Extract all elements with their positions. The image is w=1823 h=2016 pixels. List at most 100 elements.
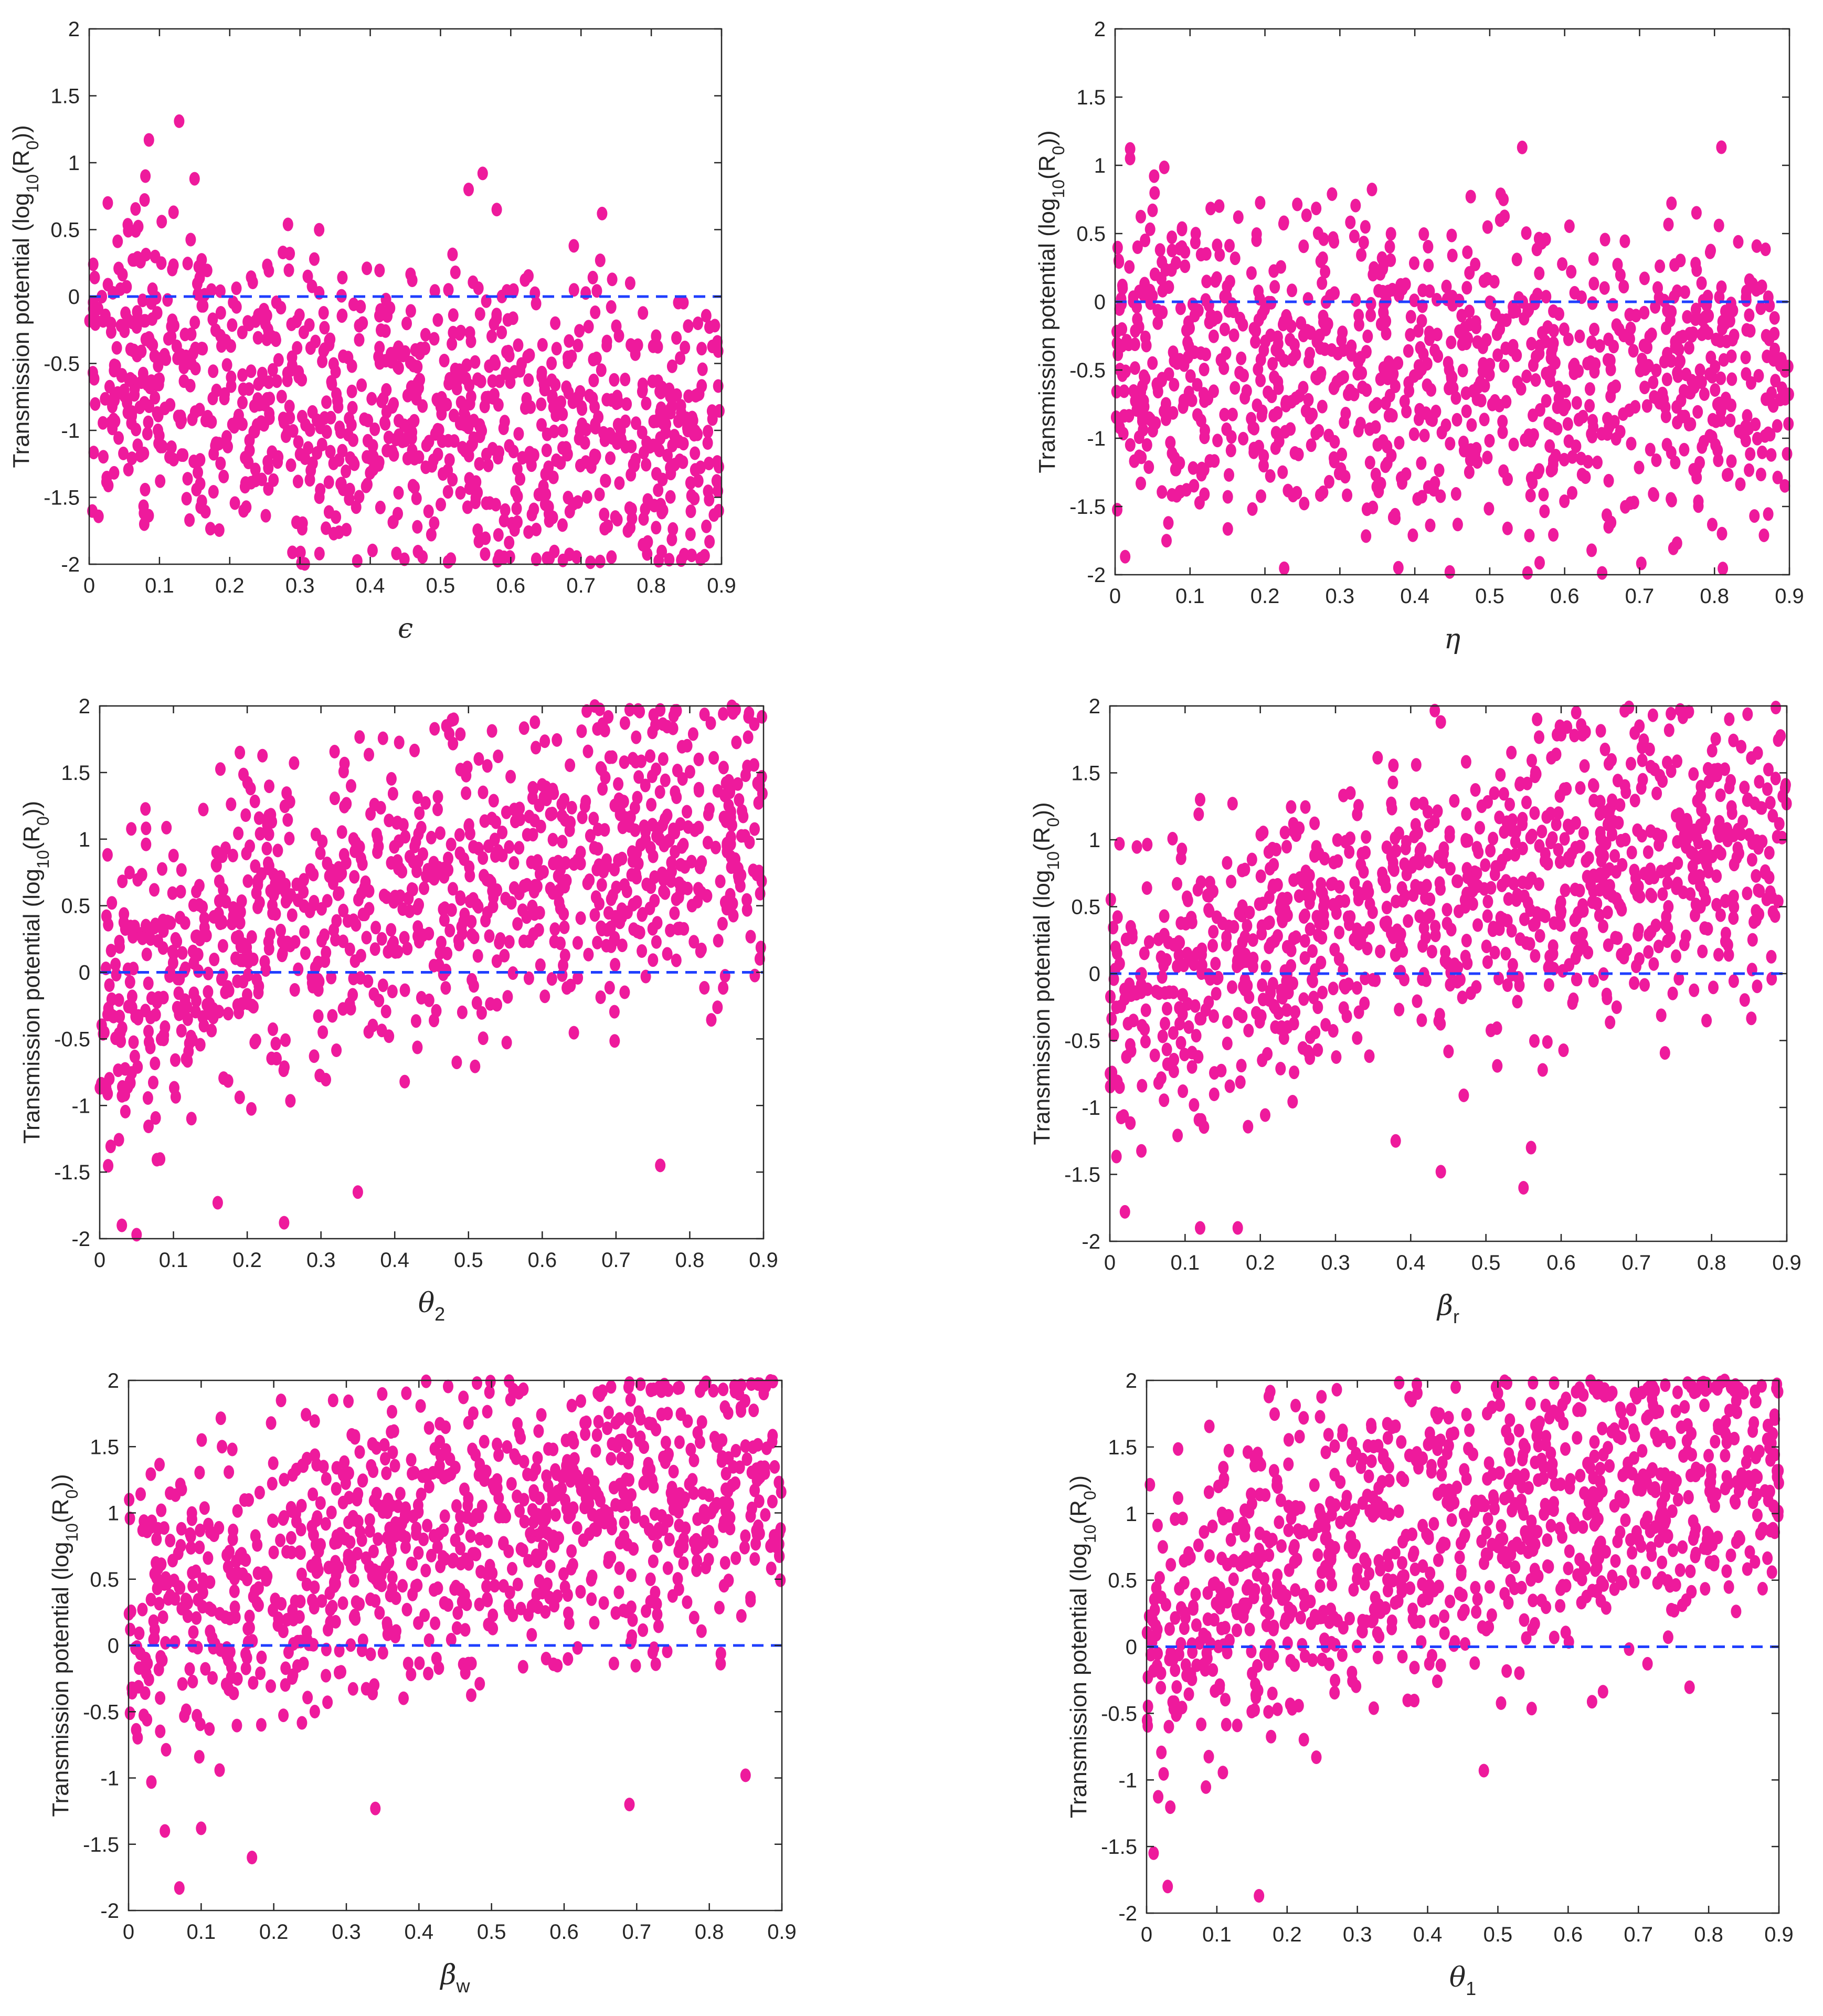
scatter-point bbox=[518, 1454, 529, 1469]
scatter-point bbox=[557, 518, 568, 532]
scatter-point bbox=[1161, 412, 1171, 426]
scatter-point bbox=[296, 409, 308, 424]
scatter-point bbox=[414, 806, 425, 820]
scatter-point bbox=[711, 474, 722, 488]
scatter-point bbox=[488, 890, 499, 904]
scatter-point bbox=[505, 375, 516, 389]
scatter-point bbox=[185, 378, 196, 393]
scatter-point bbox=[767, 1494, 778, 1508]
scatter-point bbox=[536, 418, 547, 432]
scatter-point bbox=[1174, 353, 1185, 367]
scatter-point bbox=[626, 1568, 637, 1582]
scatter-point bbox=[468, 275, 479, 289]
scatter-point bbox=[1387, 775, 1398, 789]
scatter-point bbox=[1426, 945, 1437, 959]
scatter-point bbox=[1645, 759, 1656, 774]
scatter-point bbox=[1263, 916, 1274, 930]
scatter-point bbox=[235, 745, 246, 759]
scatter-point bbox=[1222, 490, 1233, 504]
scatter-point bbox=[583, 320, 594, 334]
scatter-point bbox=[1243, 1120, 1254, 1134]
scatter-point bbox=[1270, 1020, 1281, 1034]
scatter-point bbox=[543, 1442, 554, 1456]
scatter-point bbox=[1642, 845, 1654, 859]
scatter-point bbox=[1255, 196, 1266, 210]
scatter-point bbox=[1598, 919, 1608, 933]
scatter-point bbox=[240, 808, 251, 822]
scatter-point bbox=[1533, 877, 1544, 891]
scatter-point bbox=[1460, 755, 1471, 769]
scatter-point bbox=[514, 841, 525, 855]
scatter-point bbox=[215, 306, 226, 320]
scatter-point bbox=[295, 1546, 306, 1560]
scatter-point bbox=[678, 1532, 689, 1546]
scatter-point bbox=[420, 328, 431, 342]
scatter-point bbox=[1393, 826, 1404, 840]
scatter-point bbox=[188, 986, 199, 1000]
scatter-point bbox=[1257, 978, 1268, 992]
scatter-point bbox=[1246, 852, 1257, 867]
scatter-point bbox=[155, 1691, 166, 1705]
scatter-point bbox=[368, 462, 379, 477]
scatter-point bbox=[619, 985, 630, 999]
scatter-point bbox=[1726, 800, 1737, 814]
scatter-point bbox=[214, 437, 225, 451]
scatter-point bbox=[1500, 947, 1511, 960]
scatter-point bbox=[1638, 733, 1649, 747]
scatter-point bbox=[1532, 288, 1543, 302]
scatter-point bbox=[325, 445, 336, 459]
scatter-point bbox=[1518, 1181, 1529, 1195]
scatter-point bbox=[1342, 488, 1353, 502]
scatter-point bbox=[666, 532, 677, 546]
scatter-point bbox=[414, 935, 425, 949]
y-tick-label: -1.5 bbox=[44, 487, 80, 510]
scatter-point bbox=[738, 809, 749, 824]
scatter-point bbox=[237, 368, 248, 382]
scatter-point bbox=[651, 935, 662, 949]
scatter-point bbox=[1427, 413, 1438, 427]
scatter-point bbox=[1589, 322, 1600, 336]
scatter-point bbox=[1716, 140, 1727, 154]
scatter-point bbox=[1309, 816, 1320, 830]
scatter-point bbox=[293, 962, 304, 976]
scatter-point bbox=[1364, 456, 1375, 470]
scatter-point bbox=[451, 382, 462, 396]
scatter-point bbox=[236, 1547, 247, 1561]
scatter-point bbox=[1161, 1042, 1172, 1057]
scatter-point bbox=[637, 907, 648, 921]
scatter-point bbox=[455, 324, 467, 339]
scatter-point bbox=[387, 985, 398, 998]
scatter-point bbox=[215, 456, 226, 470]
scatter-point bbox=[314, 223, 325, 237]
scatter-point bbox=[566, 350, 577, 363]
scatter-point bbox=[113, 431, 124, 445]
scatter-point bbox=[1620, 785, 1631, 799]
scatter-point bbox=[638, 446, 649, 460]
scatter-point bbox=[137, 293, 148, 308]
scatter-point bbox=[693, 782, 704, 796]
scatter-point bbox=[1782, 447, 1793, 461]
scatter-point bbox=[512, 917, 523, 931]
scatter-point bbox=[1458, 1088, 1469, 1102]
scatter-point bbox=[734, 793, 745, 807]
scatter-point bbox=[257, 366, 268, 381]
scatter-point bbox=[1319, 852, 1330, 865]
scatter-point bbox=[105, 944, 116, 958]
scatter-point bbox=[480, 914, 491, 927]
scatter-point bbox=[1567, 996, 1578, 1010]
scatter-point bbox=[322, 1695, 333, 1709]
scatter-point bbox=[142, 1091, 153, 1105]
scatter-point bbox=[264, 779, 274, 794]
scatter-point bbox=[557, 835, 568, 849]
scatter-point bbox=[1317, 251, 1328, 265]
scatter-point bbox=[1364, 921, 1375, 935]
scatter-point bbox=[1120, 550, 1131, 564]
scatter-point bbox=[518, 721, 529, 735]
scatter-point bbox=[550, 1463, 561, 1477]
scatter-point bbox=[695, 552, 706, 566]
scatter-point bbox=[401, 1386, 412, 1400]
scatter-point bbox=[658, 818, 668, 832]
scatter-point bbox=[1274, 434, 1285, 448]
scatter-point bbox=[156, 215, 167, 229]
scatter-point bbox=[1519, 312, 1530, 326]
